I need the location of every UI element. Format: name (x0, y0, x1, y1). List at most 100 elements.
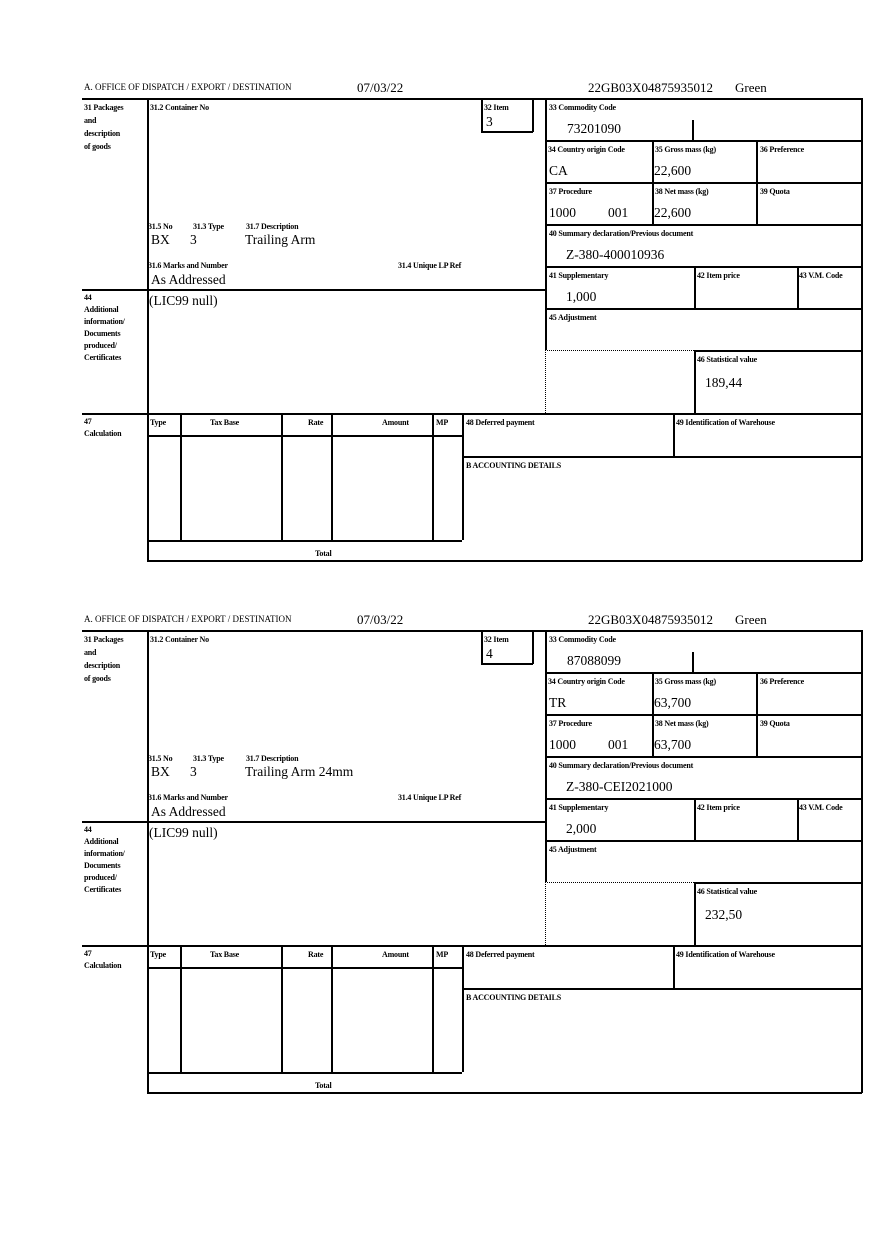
additional-info-label-line: information/ (84, 317, 125, 326)
calc-header-tax-base: Tax Base (210, 950, 240, 959)
divider (545, 756, 862, 758)
divider (545, 672, 862, 674)
additional-info-label-line: produced/ (84, 873, 117, 882)
divider (861, 98, 863, 561)
packages-label-line: of goods (84, 674, 111, 683)
procedure-suffix-value: 001 (608, 737, 629, 752)
divider (694, 266, 696, 308)
commodity-code-label: 33 Commodity Code (549, 103, 616, 112)
divider (861, 630, 863, 1093)
declaration-reference: 22GB03X04875935012 (588, 612, 713, 627)
divider (545, 182, 862, 184)
unique-ref-label: 31.4 Unique LP Ref (398, 793, 462, 802)
divider (545, 798, 862, 800)
divider (481, 98, 483, 132)
office-heading: A. OFFICE OF DISPATCH / EXPORT / DESTINA… (84, 614, 292, 624)
no-label: 31.5 No (148, 222, 173, 231)
divider (797, 266, 799, 308)
divider (281, 413, 283, 540)
quota-label: 39 Quota (760, 719, 790, 728)
supplementary-value: 2,000 (566, 821, 597, 836)
divider (462, 413, 464, 540)
additional-info-label-line: 44 (84, 293, 92, 302)
net-mass-value: 22,600 (654, 205, 692, 220)
calc-header-mp: MP (436, 418, 449, 427)
divider (147, 560, 862, 562)
divider (545, 714, 862, 716)
summary-doc-label: 40 Summary declaration/Previous document (549, 761, 694, 770)
dotted-divider (545, 350, 546, 413)
no-value: BX (151, 232, 170, 247)
marks-label: 31.6 Marks and Number (148, 261, 228, 270)
packages-label-line: of goods (84, 142, 111, 151)
gross-mass-value: 63,700 (654, 695, 692, 710)
divider (82, 289, 545, 291)
divider (432, 413, 434, 540)
route-status: Green (735, 80, 767, 95)
summary-doc-label: 40 Summary declaration/Previous document (549, 229, 694, 238)
procedure-suffix-value: 001 (608, 205, 629, 220)
description-label: 31.7 Description (246, 222, 299, 231)
item-number: 3 (486, 114, 493, 129)
no-value: BX (151, 764, 170, 779)
procedure-value: 1000 (549, 737, 576, 752)
type-label: 31.3 Type (193, 754, 224, 763)
warehouse-label: 49 Identification of Warehouse (676, 950, 775, 959)
total-label: Total (315, 549, 332, 558)
preference-label: 36 Preference (760, 677, 804, 686)
summary-doc-value: Z-380-CEI2021000 (566, 779, 673, 794)
calc-header-amount: Amount (382, 418, 409, 427)
route-status: Green (735, 612, 767, 627)
additional-info-label: 44 Additional information/Documents produce… (84, 824, 125, 896)
divider (180, 945, 182, 1072)
vm-code-label: 43 V.M. Code (799, 803, 843, 812)
packages-label-line: 31 Packages (84, 103, 124, 112)
divider (82, 98, 862, 100)
additional-info-label-line: Certificates (84, 353, 122, 362)
supplementary-label: 41 Supplementary (549, 271, 609, 280)
declaration-reference: 22GB03X04875935012 (588, 80, 713, 95)
additional-info-label-line: Documents (84, 861, 121, 870)
warehouse-label: 49 Identification of Warehouse (676, 418, 775, 427)
divider (180, 413, 182, 540)
marks-label: 31.6 Marks and Number (148, 793, 228, 802)
summary-doc-value: Z-380-400010936 (566, 247, 665, 262)
packages-label-line: 31 Packages (84, 635, 124, 644)
calc-header-tax-base: Tax Base (210, 418, 240, 427)
additional-info-label-line: information/ (84, 849, 125, 858)
country-origin-label: 34 Country origin Code (548, 677, 625, 686)
country-origin-value: CA (549, 163, 568, 178)
divider (82, 945, 862, 947)
divider (331, 945, 333, 1072)
divider (481, 663, 533, 665)
divider (82, 821, 545, 823)
packages-label-line: and (84, 648, 97, 657)
calc-header-type: Type (150, 950, 166, 959)
divider (545, 840, 862, 842)
gross-mass-value: 22,600 (654, 163, 692, 178)
divider (432, 945, 434, 1072)
dotted-divider (545, 350, 694, 351)
calculation-label-line: 47 (84, 949, 92, 958)
divider (281, 945, 283, 1072)
divider (545, 224, 862, 226)
dotted-divider (545, 882, 546, 945)
commodity-code-value: 87088099 (567, 653, 621, 668)
divider (673, 413, 675, 456)
packages-label: 31 Packages and description of goods (84, 633, 124, 685)
deferred-payment-label: 48 Deferred payment (466, 950, 535, 959)
divider (462, 988, 862, 990)
divider (147, 1072, 462, 1074)
additional-info-label-line: Certificates (84, 885, 122, 894)
calculation-label-line: 47 (84, 417, 92, 426)
additional-info-value: (LIC99 null) (149, 825, 218, 840)
net-mass-label: 38 Net mass (kg) (655, 187, 709, 196)
divider (481, 131, 533, 133)
divider (545, 266, 862, 268)
additional-info-value: (LIC99 null) (149, 293, 218, 308)
divider (462, 945, 464, 1072)
additional-info-label-line: produced/ (84, 341, 117, 350)
additional-info-label-line: 44 (84, 825, 92, 834)
calculation-label: 47 Calculation (84, 948, 122, 972)
gross-mass-label: 35 Gross mass (kg) (655, 677, 716, 686)
